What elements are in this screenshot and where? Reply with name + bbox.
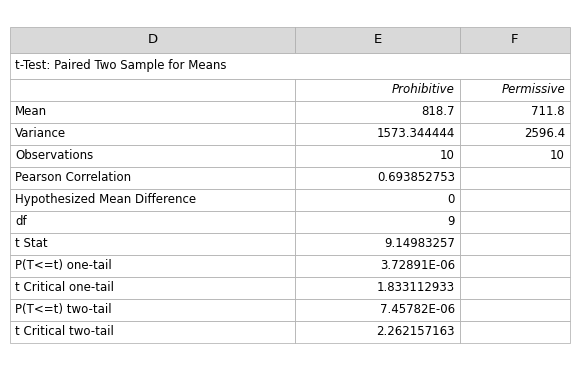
Bar [460, 27, 570, 52]
Text: Mean: Mean [15, 105, 47, 118]
Bar [10, 321, 295, 342]
Bar [295, 299, 460, 321]
Bar [10, 100, 295, 123]
Text: 0.693852753: 0.693852753 [377, 171, 455, 184]
Bar [295, 27, 460, 52]
Text: E: E [374, 33, 382, 46]
Text: 1573.344444: 1573.344444 [376, 127, 455, 140]
Bar [460, 79, 570, 100]
Bar [295, 79, 460, 100]
Text: 2596.4: 2596.4 [524, 127, 565, 140]
Text: t-Test: Paired Two Sample for Means: t-Test: Paired Two Sample for Means [15, 59, 227, 72]
Bar [295, 210, 460, 232]
Text: Prohibitive: Prohibitive [392, 83, 455, 96]
Text: F: F [511, 33, 519, 46]
Bar [10, 79, 295, 100]
Text: t Critical two-tail: t Critical two-tail [15, 325, 114, 338]
Bar [10, 145, 295, 166]
Text: 10: 10 [550, 149, 565, 162]
Text: D: D [147, 33, 158, 46]
Text: 2.262157163: 2.262157163 [376, 325, 455, 338]
Bar [10, 276, 295, 299]
Bar [460, 100, 570, 123]
Bar [295, 276, 460, 299]
Text: Hypothesized Mean Difference: Hypothesized Mean Difference [15, 193, 196, 206]
Text: 818.7: 818.7 [422, 105, 455, 118]
Text: 3.72891E-06: 3.72891E-06 [380, 259, 455, 272]
Bar [10, 166, 295, 189]
Text: Pearson Correlation: Pearson Correlation [15, 171, 131, 184]
Text: Permissive: Permissive [501, 83, 565, 96]
Text: 0: 0 [448, 193, 455, 206]
Text: 711.8: 711.8 [531, 105, 565, 118]
Bar [460, 189, 570, 210]
Bar [10, 232, 295, 255]
Bar [460, 145, 570, 166]
Text: t Stat: t Stat [15, 237, 48, 250]
Bar [10, 189, 295, 210]
Text: 10: 10 [440, 149, 455, 162]
Bar [10, 299, 295, 321]
Bar [295, 255, 460, 276]
Text: P(T<=t) one-tail: P(T<=t) one-tail [15, 259, 112, 272]
Text: P(T<=t) two-tail: P(T<=t) two-tail [15, 303, 111, 316]
Text: Observations: Observations [15, 149, 93, 162]
Bar [10, 123, 295, 145]
Bar [460, 255, 570, 276]
Bar [460, 232, 570, 255]
Bar [10, 210, 295, 232]
Bar [295, 321, 460, 342]
Text: df: df [15, 215, 27, 228]
Bar [295, 145, 460, 166]
Text: 7.45782E-06: 7.45782E-06 [380, 303, 455, 316]
Text: 9: 9 [448, 215, 455, 228]
Bar [295, 232, 460, 255]
Text: 1.833112933: 1.833112933 [377, 281, 455, 294]
Text: Variance: Variance [15, 127, 66, 140]
Bar [10, 27, 295, 52]
Bar [295, 189, 460, 210]
Bar [460, 210, 570, 232]
Bar [460, 166, 570, 189]
Bar [460, 321, 570, 342]
Bar [460, 123, 570, 145]
Text: t Critical one-tail: t Critical one-tail [15, 281, 114, 294]
Bar [460, 276, 570, 299]
Bar [10, 52, 570, 79]
Bar [295, 166, 460, 189]
Bar [295, 123, 460, 145]
Text: 9.14983257: 9.14983257 [384, 237, 455, 250]
Bar [460, 299, 570, 321]
Bar [295, 100, 460, 123]
Bar [10, 255, 295, 276]
